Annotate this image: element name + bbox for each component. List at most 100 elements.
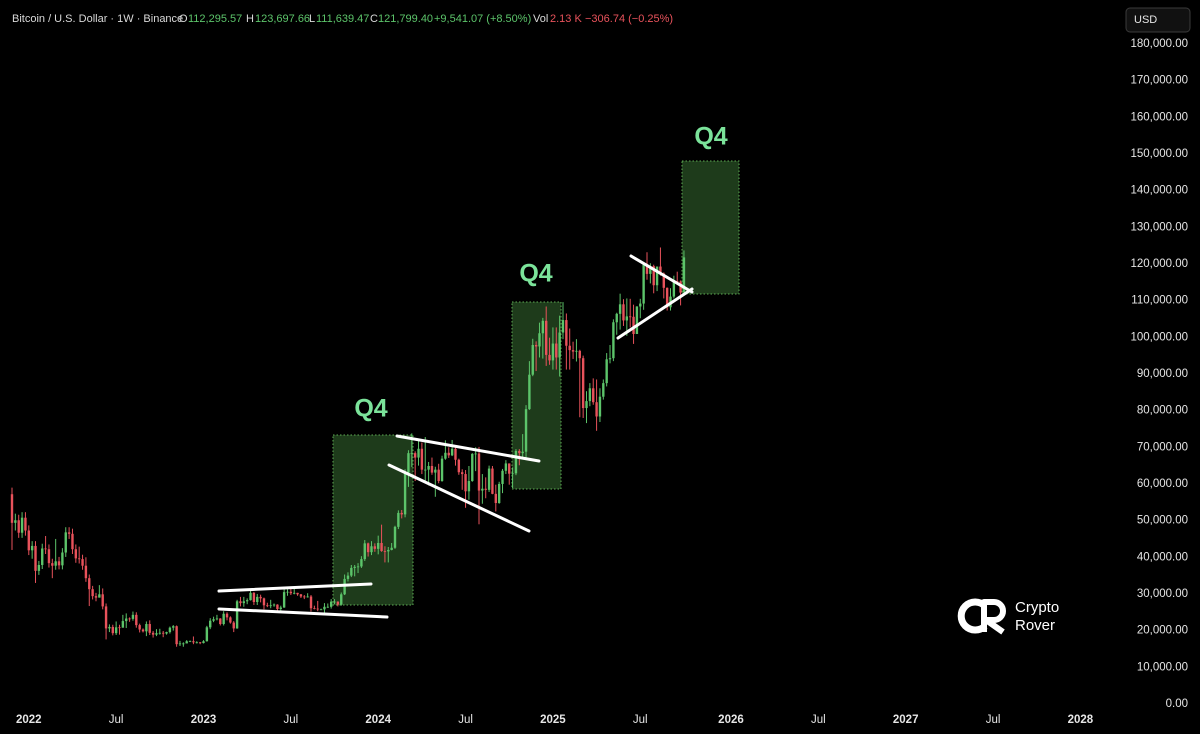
candle-body xyxy=(370,546,373,553)
candle-body xyxy=(188,641,192,643)
candle-body xyxy=(477,453,481,491)
symbol: Bitcoin / U.S. Dollar · 1W · Binance xyxy=(12,13,183,25)
candle-body xyxy=(481,488,484,491)
y-tick-label: 90,000.00 xyxy=(1137,368,1188,380)
candle-body xyxy=(484,488,487,490)
y-tick-label: 0.00 xyxy=(1166,698,1188,710)
candle-body xyxy=(256,596,259,603)
candle-body xyxy=(571,350,575,352)
q4-box xyxy=(332,434,414,606)
candle-body xyxy=(387,549,390,552)
candle-body xyxy=(383,551,387,552)
candle-body xyxy=(424,469,427,471)
y-tick-label: 120,000.00 xyxy=(1130,258,1188,270)
currency-button[interactable]: USD xyxy=(1125,7,1191,33)
candle-body xyxy=(282,592,286,608)
candle-body xyxy=(289,591,293,594)
candle-body xyxy=(41,548,44,565)
x-tick-label: 2027 xyxy=(893,714,919,726)
trend-lines xyxy=(217,254,694,619)
candle-body xyxy=(306,596,309,598)
candle-body xyxy=(111,626,114,634)
candle-body xyxy=(175,626,178,645)
candle-body xyxy=(504,463,508,471)
candle-body xyxy=(303,596,306,598)
y-tick-label: 70,000.00 xyxy=(1137,441,1188,453)
x-tick-label: Jul xyxy=(284,714,299,726)
candle-body xyxy=(121,621,125,628)
candle-body xyxy=(588,388,592,402)
candle-body xyxy=(44,548,47,550)
currency-button-frame[interactable] xyxy=(1125,7,1191,33)
candle-body xyxy=(249,592,252,601)
candle-body xyxy=(655,266,659,286)
candle-body xyxy=(457,459,461,473)
candle-body xyxy=(125,618,128,622)
candle-body xyxy=(64,532,67,553)
candle-body xyxy=(521,451,524,454)
candle-body xyxy=(672,281,676,297)
x-tick-label: 2028 xyxy=(1068,714,1094,726)
candle-body xyxy=(77,558,81,560)
candle-body xyxy=(487,468,491,490)
watermark-line: Rover xyxy=(1015,617,1055,634)
candle-body xyxy=(380,542,383,552)
low-value: 111,639.47 xyxy=(316,13,369,25)
candle-body xyxy=(413,453,417,458)
candle-body xyxy=(88,578,91,590)
candle-body xyxy=(558,332,561,358)
y-tick-label: 100,000.00 xyxy=(1130,331,1188,343)
candle-body xyxy=(313,608,316,610)
candle-body xyxy=(541,320,545,334)
candle-body xyxy=(622,304,625,321)
candle-body xyxy=(491,468,494,494)
candle-body xyxy=(528,374,531,410)
candle-body xyxy=(30,545,34,551)
candle-body xyxy=(618,304,622,314)
candle-body xyxy=(350,567,353,576)
currency-label[interactable]: USD xyxy=(1134,14,1157,26)
candle-body xyxy=(363,543,366,560)
annotation-label: Q4 xyxy=(694,123,727,151)
candle-body xyxy=(215,618,219,620)
y-tick-label: 30,000.00 xyxy=(1137,588,1188,600)
candle-body xyxy=(454,448,457,460)
candle-body xyxy=(390,547,393,550)
candle-body xyxy=(262,598,266,606)
candle-body xyxy=(269,605,272,607)
candle-body xyxy=(182,643,185,645)
candle-body xyxy=(659,266,662,274)
candle-body xyxy=(10,494,14,523)
candle-body xyxy=(131,614,135,619)
candle-body xyxy=(128,618,131,620)
candle-body xyxy=(652,266,655,286)
candle-body xyxy=(329,601,333,607)
candle-body xyxy=(356,566,360,568)
y-tick-label: 50,000.00 xyxy=(1137,515,1188,527)
volume-label: Vol xyxy=(533,13,548,25)
close-label: C xyxy=(370,13,378,25)
candle-body xyxy=(508,463,511,474)
candle-body xyxy=(172,626,175,628)
candle-body xyxy=(229,617,232,623)
candle-body xyxy=(319,609,323,611)
candle-body xyxy=(37,564,41,571)
candle-body xyxy=(665,287,669,308)
candle-body xyxy=(645,264,649,274)
candle-body xyxy=(403,472,407,515)
candle-body xyxy=(534,345,538,347)
candle-body xyxy=(195,642,198,644)
x-tick-label: Jul xyxy=(986,714,1001,726)
change: +9,541.07 (+8.50%) xyxy=(434,13,531,25)
candle-body xyxy=(682,257,686,293)
candle-body xyxy=(427,465,430,470)
x-tick-label: 2026 xyxy=(718,714,744,726)
candle-body xyxy=(450,448,454,456)
candle-body xyxy=(377,542,380,549)
x-tick-label: Jul xyxy=(458,714,473,726)
candle-body xyxy=(24,517,27,531)
candle-body xyxy=(447,452,450,456)
candle-body xyxy=(316,608,319,610)
candle-body xyxy=(612,322,615,359)
